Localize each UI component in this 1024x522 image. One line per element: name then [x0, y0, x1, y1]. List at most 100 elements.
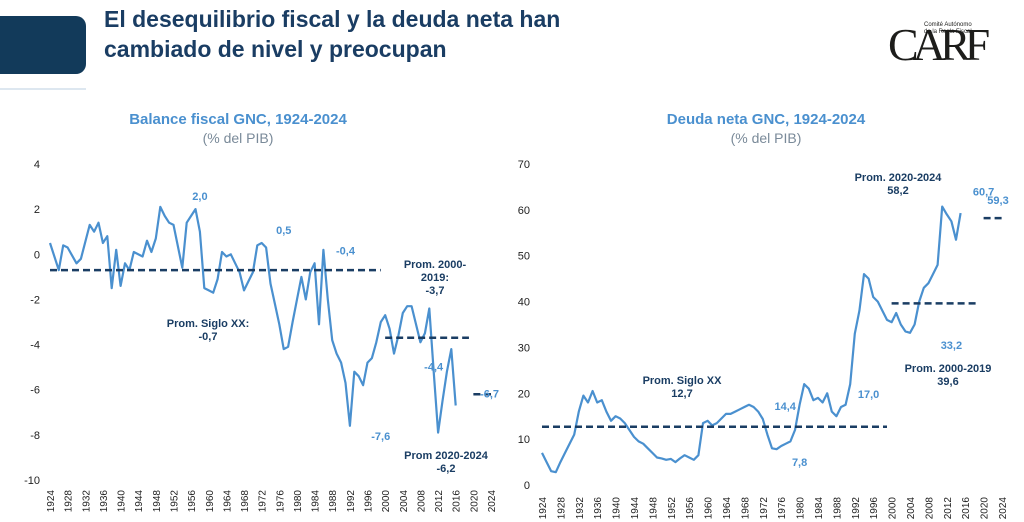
debt-x-tick: 2012	[943, 497, 954, 520]
debt-average-label: 39,6	[937, 376, 958, 388]
chart-2-title: Deuda neta GNC, 1924-2024	[666, 111, 866, 128]
fiscal-y-tick: -2	[30, 294, 40, 306]
chart-1-title: Balance fiscal GNC, 1924-2024	[129, 111, 347, 128]
debt-x-tick: 1928	[556, 497, 567, 520]
fiscal-data-label: -7,6	[371, 431, 390, 443]
fiscal-y-tick: -4	[30, 340, 40, 352]
debt-x-tick: 1988	[832, 497, 843, 520]
fiscal-x-tick: 2016	[452, 490, 463, 513]
debt-x-tick: 1968	[740, 497, 751, 520]
fiscal-y-tick: -8	[30, 430, 40, 442]
chart-2-subtitle: (% del PIB)	[730, 130, 802, 146]
fiscal-x-tick: 1944	[134, 490, 145, 513]
debt-y-tick: 50	[518, 251, 530, 263]
fiscal-x-tick: 1996	[364, 490, 375, 513]
logo-letters: CARF	[888, 19, 990, 70]
debt-y-tick: 30	[518, 342, 530, 354]
fiscal-x-tick: 1988	[328, 490, 339, 513]
fiscal-x-tick: 1924	[46, 490, 57, 513]
debt-average-label: Prom. 2020-2024	[855, 172, 943, 184]
debt-y-tick: 0	[524, 480, 530, 492]
fiscal-data-label: -0,4	[336, 245, 356, 257]
title-underline	[0, 88, 86, 90]
fiscal-x-tick: 1948	[152, 490, 163, 513]
fiscal-x-tick: 1960	[205, 490, 216, 513]
fiscal-average-label: Prom. 2000-	[404, 259, 467, 271]
debt-x-tick: 2000	[888, 497, 899, 520]
fiscal-x-tick: 1936	[99, 490, 110, 513]
fiscal-x-tick: 2004	[399, 490, 410, 513]
debt-y-tick: 70	[518, 159, 530, 171]
debt-y-tick: 60	[518, 205, 530, 217]
fiscal-average-label: -6,2	[437, 463, 456, 475]
logo-subtitle-2: de la Regla Fiscal	[924, 29, 972, 35]
carf-logo: CARF Comité Autónomo de la Regla Fiscal	[886, 18, 990, 74]
debt-x-tick: 1972	[759, 497, 770, 520]
debt-x-tick: 2008	[924, 497, 935, 520]
debt-x-tick: 2024	[998, 497, 1009, 520]
fiscal-data-label: -4,4	[424, 362, 444, 374]
fiscal-data-label: 2,0	[192, 191, 207, 203]
chart-1-subtitle: (% del PIB)	[202, 130, 274, 146]
fiscal-x-tick: 1964	[222, 490, 233, 513]
fiscal-y-tick: 2	[34, 204, 40, 216]
debt-x-tick: 1996	[869, 497, 880, 520]
fiscal-x-tick: 2008	[416, 490, 427, 513]
fiscal-x-tick: 1984	[311, 490, 322, 513]
fiscal-x-tick: 1976	[275, 490, 286, 513]
fiscal-x-tick: 2000	[381, 490, 392, 513]
debt-x-tick: 1960	[704, 497, 715, 520]
debt-x-tick: 1956	[685, 497, 696, 520]
debt-average-label: 58,2	[887, 185, 908, 197]
fiscal-x-tick: 1956	[187, 490, 198, 513]
debt-x-tick: 1940	[612, 497, 623, 520]
fiscal-average-label: 2019:	[421, 272, 449, 284]
fiscal-y-tick: -6	[30, 385, 40, 397]
debt-data-label: 17,0	[858, 389, 879, 401]
title-accent-bar	[0, 16, 86, 74]
debt-x-tick: 2020	[980, 497, 991, 520]
fiscal-y-tick: 4	[34, 159, 40, 171]
debt-average-label: Prom. 2000-2019	[905, 363, 992, 375]
fiscal-x-tick: 1940	[117, 490, 128, 513]
debt-data-label: 33,2	[941, 340, 962, 352]
logo-subtitle-1: Comité Autónomo	[924, 22, 972, 28]
fiscal-x-tick: 1980	[293, 490, 304, 513]
fiscal-x-tick: 1932	[81, 490, 92, 513]
fiscal-x-tick: 1968	[240, 490, 251, 513]
fiscal-x-tick: 2012	[434, 490, 445, 513]
page-title: El desequilibrio fiscal y la deuda neta …	[104, 6, 561, 62]
debt-y-tick: 10	[518, 434, 530, 446]
fiscal-x-tick: 1992	[346, 490, 357, 513]
debt-data-label: 7,8	[792, 457, 807, 469]
fiscal-average-label: -3,7	[426, 285, 445, 297]
fiscal-average-label: -0,7	[199, 331, 218, 343]
debt-y-tick: 20	[518, 388, 530, 400]
fiscal-average-label: Prom. Siglo XX:	[167, 318, 250, 330]
fiscal-series-line	[48, 205, 457, 434]
debt-x-tick: 1924	[538, 497, 549, 520]
debt-x-tick: 1932	[575, 497, 586, 520]
fiscal-x-tick: 1928	[64, 490, 75, 513]
debt-average-label: 12,7	[671, 388, 692, 400]
debt-x-tick: 1936	[593, 497, 604, 520]
debt-x-tick: 2016	[961, 497, 972, 520]
fiscal-x-tick: 2024	[487, 490, 498, 513]
fiscal-x-tick: 2020	[469, 490, 480, 513]
fiscal-y-tick: 0	[34, 249, 40, 261]
debt-x-tick: 1992	[851, 497, 862, 520]
debt-x-tick: 1980	[796, 497, 807, 520]
fiscal-x-tick: 1952	[169, 490, 180, 513]
fiscal-data-label: -6,7	[480, 389, 499, 401]
debt-x-tick: 2004	[906, 497, 917, 520]
debt-average-label: Prom. Siglo XX	[643, 375, 723, 387]
debt-x-tick: 1984	[814, 497, 825, 520]
debt-x-tick: 1948	[648, 497, 659, 520]
debt-x-tick: 1964	[722, 497, 733, 520]
debt-data-label: 60,7	[973, 187, 994, 199]
debt-y-tick: 40	[518, 297, 530, 309]
debt-x-tick: 1976	[777, 497, 788, 520]
fiscal-data-label: 0,5	[276, 225, 291, 237]
